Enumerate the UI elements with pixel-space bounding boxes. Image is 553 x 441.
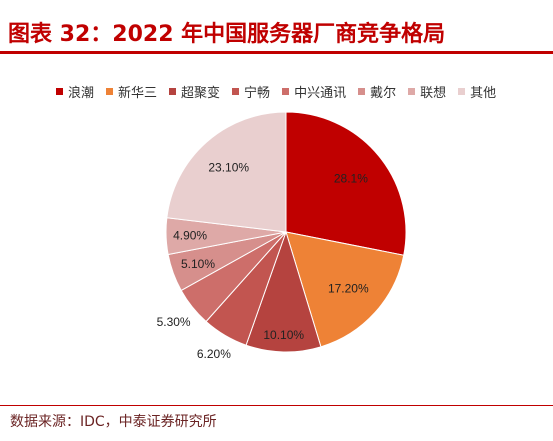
source-note: 数据来源：IDC，中泰证券研究所 xyxy=(10,414,217,430)
data-label-6: 5.10% xyxy=(181,257,215,271)
legend-label-1: 浪潮 xyxy=(68,85,95,101)
pie-chart: 28.1% 17.20% 10.10% 6.20% 5.30% 5.10% 4.90% 23.… xyxy=(157,111,407,361)
legend-item-2: 新华三 xyxy=(106,82,157,101)
legend-label-7: 联想 xyxy=(420,85,447,101)
pie-data-labels: 28.1% 17.20% 10.10% 6.20% 5.30% 5.10% 4.90% 23.… xyxy=(157,160,369,361)
legend-swatch-4 xyxy=(232,87,240,95)
data-label-4: 6.20% xyxy=(197,347,231,361)
data-label-3: 10.10% xyxy=(263,328,304,342)
legend-swatch-8 xyxy=(458,87,466,95)
legend-swatch-5 xyxy=(282,87,290,95)
pie-slice-2 xyxy=(285,231,405,348)
pie-slice-8 xyxy=(166,111,287,233)
legend-label-2: 新华三 xyxy=(118,85,158,101)
chart-legend: 浪潮 新华三 超聚变 宁畅 中兴通讯 戴尔 联想 其他 xyxy=(56,82,496,101)
legend-item-4: 宁畅 xyxy=(232,82,270,101)
title-rule xyxy=(0,51,553,54)
source-rule xyxy=(0,405,553,406)
legend-item-3: 超聚变 xyxy=(169,82,220,101)
legend-item-7: 联想 xyxy=(408,82,446,101)
data-label-5: 5.30% xyxy=(157,315,191,329)
data-label-1: 28.1% xyxy=(334,172,368,186)
legend-label-4: 宁畅 xyxy=(244,85,271,101)
legend-label-8: 其他 xyxy=(470,85,497,101)
legend-swatch-3 xyxy=(169,87,177,95)
legend-label-5: 中兴通讯 xyxy=(294,85,347,101)
legend-item-8: 其他 xyxy=(458,82,496,101)
legend-swatch-7 xyxy=(408,87,416,95)
data-label-2: 17.20% xyxy=(328,281,369,295)
legend-item-5: 中兴通讯 xyxy=(282,82,346,101)
legend-label-3: 超聚变 xyxy=(181,85,221,101)
data-label-8: 23.10% xyxy=(208,160,249,174)
pie-slice-1 xyxy=(285,111,407,256)
legend-swatch-2 xyxy=(106,87,114,95)
chart-title: 图表 32：2022 年中国服务器厂商竞争格局 xyxy=(8,22,446,47)
pie-slice-3 xyxy=(245,230,322,353)
pie-slices xyxy=(165,111,407,353)
legend-swatch-6 xyxy=(358,87,366,95)
legend-label-6: 戴尔 xyxy=(370,85,397,101)
legend-item-6: 戴尔 xyxy=(358,82,396,101)
legend-swatch-1 xyxy=(56,87,63,95)
legend-item-1: 浪潮 xyxy=(56,82,94,101)
data-label-7: 4.90% xyxy=(173,228,207,242)
